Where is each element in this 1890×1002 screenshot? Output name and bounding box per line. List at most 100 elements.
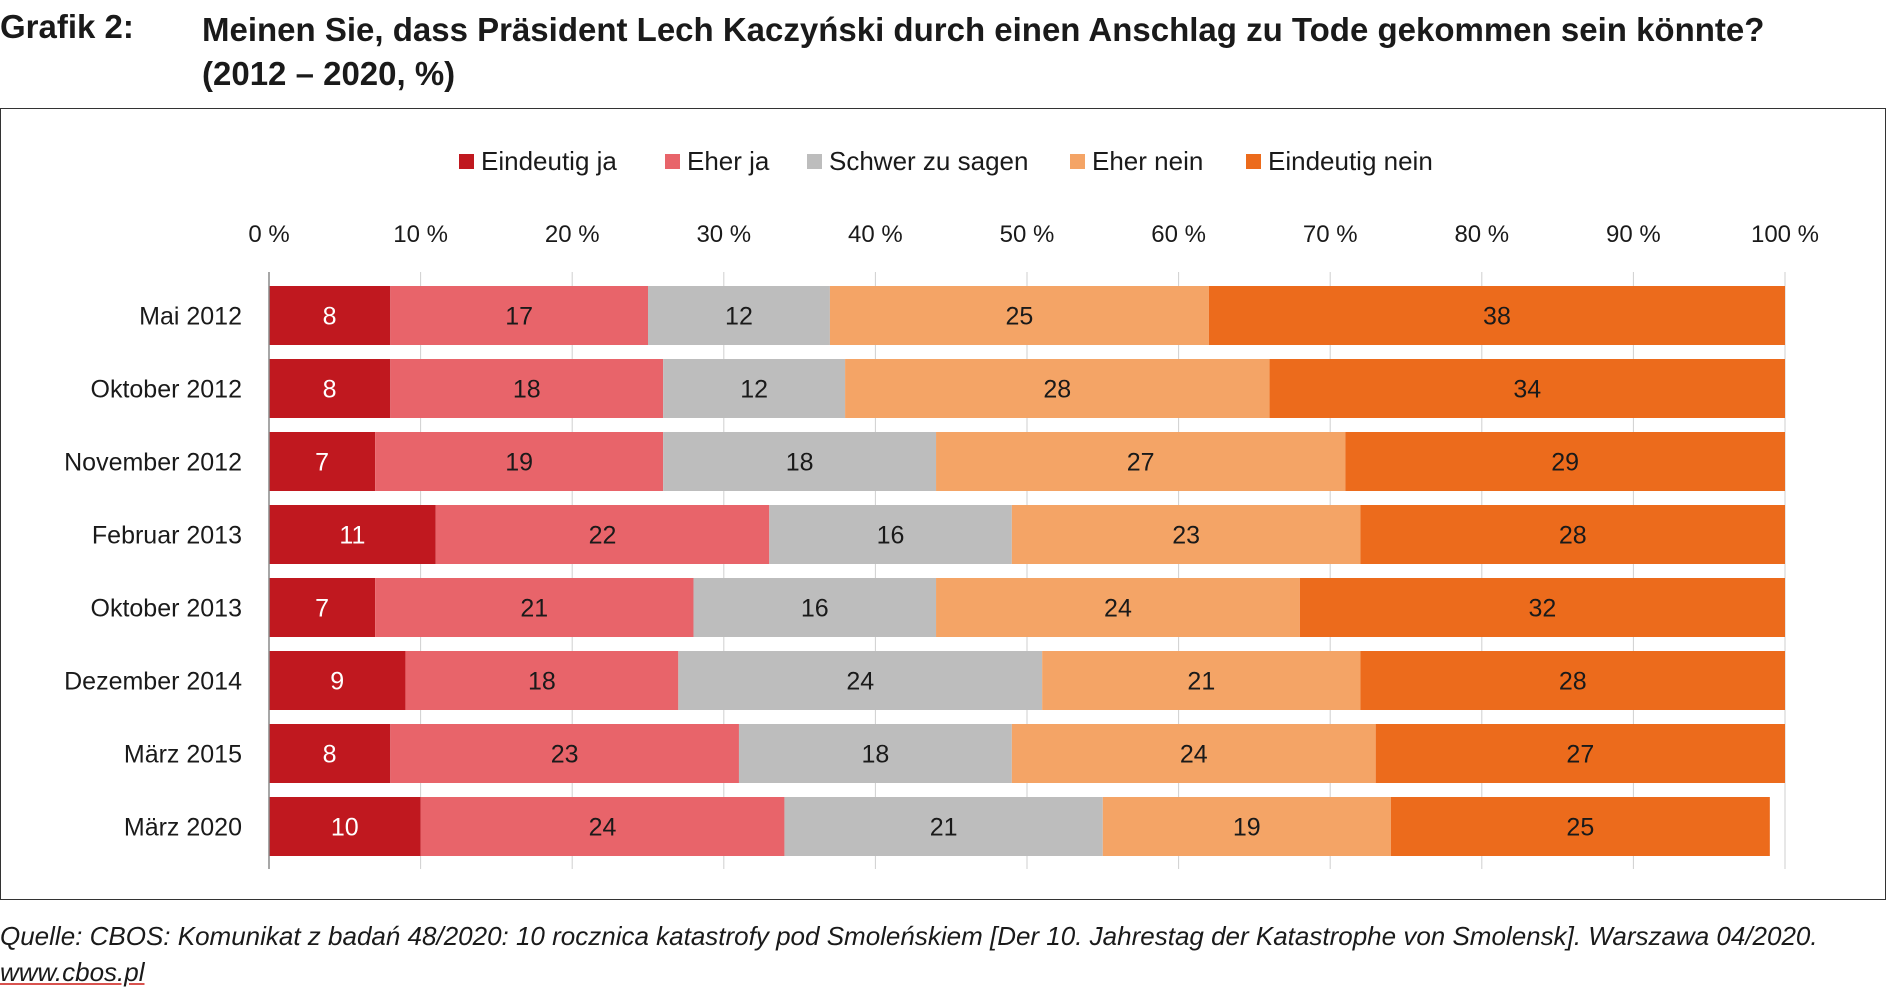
bar-segment-eindeutig-nein	[1360, 651, 1785, 710]
bar-data-label: 7	[315, 595, 329, 623]
chart-frame: Eindeutig ja Eher ja Schwer zu sagen Eher n…	[0, 108, 1886, 900]
bar-data-label: 29	[1551, 449, 1579, 477]
category-label: Oktober 2013	[91, 595, 243, 623]
x-tick-label: 90 %	[1606, 221, 1661, 248]
source-text: Quelle: CBOS: Komunikat z badań 48/2020:…	[0, 921, 1818, 951]
bar-data-label: 12	[725, 303, 753, 331]
legend-item-eher-nein: Eher nein	[1070, 146, 1203, 176]
bar-data-label: 32	[1529, 595, 1557, 623]
bar-data-label: 8	[323, 376, 337, 404]
bar-data-label: 24	[1180, 741, 1208, 769]
x-tick-label: 100 %	[1751, 221, 1819, 248]
bar-segment-eher-nein	[1042, 651, 1361, 710]
bar-data-label: 22	[589, 522, 617, 550]
bar-segment-eher-ja	[390, 359, 664, 418]
bar-segment-eindeutig-nein	[1390, 797, 1770, 856]
bar-segment-eindeutig-ja	[269, 651, 406, 710]
chart-label: Grafik 2:	[0, 8, 134, 45]
source-link[interactable]: www.cbos.pl	[0, 957, 145, 987]
bar-segment-schwer-zu-sagen	[648, 286, 830, 345]
legend-item-eindeutig-nein: Eindeutig nein	[1246, 146, 1433, 176]
bar-data-label: 7	[315, 449, 329, 477]
bar-segment-eher-ja	[390, 286, 648, 345]
legend-item-eindeutig-ja: Eindeutig ja	[459, 146, 617, 176]
bar-segment-eher-nein	[936, 432, 1346, 491]
x-tick-label: 50 %	[1000, 221, 1055, 248]
bar-segment-eher-ja	[405, 651, 679, 710]
bar-segment-schwer-zu-sagen	[738, 724, 1012, 783]
legend-label: Eindeutig nein	[1268, 146, 1433, 176]
bar-segment-eindeutig-ja	[269, 359, 391, 418]
legend-label: Schwer zu sagen	[829, 146, 1028, 176]
bar-data-label: 27	[1127, 449, 1155, 477]
category-label: Mai 2012	[139, 303, 242, 331]
bar-data-label: 9	[330, 668, 344, 696]
source-note: Quelle: CBOS: Komunikat z badań 48/2020:…	[0, 918, 1884, 990]
legend-label: Eher nein	[1092, 146, 1203, 176]
bar-segment-eher-ja	[420, 797, 785, 856]
category-axis: Mai 2012 Oktober 2012 November 2012 Februar…	[64, 272, 270, 869]
x-tick-label: 40 %	[848, 221, 903, 248]
bar-data-label: 8	[323, 741, 337, 769]
bar-data-label: 8	[323, 303, 337, 331]
bar-data-label: 28	[1559, 522, 1587, 550]
bar-data-label: 11	[339, 522, 365, 550]
bar-data-label: 24	[1104, 595, 1132, 623]
bar-segment-eindeutig-ja	[269, 578, 376, 637]
bar-data-label: 17	[505, 303, 533, 331]
bar-data-label: 27	[1566, 741, 1594, 769]
bar-segment-eindeutig-nein	[1269, 359, 1785, 418]
bar-segment-schwer-zu-sagen	[678, 651, 1043, 710]
bar-data-label: 23	[551, 741, 579, 769]
x-tick-label: 0 %	[248, 221, 289, 248]
bar-data-label: 18	[513, 376, 541, 404]
category-label: Oktober 2012	[91, 376, 243, 404]
bar-segment-eindeutig-nein	[1345, 432, 1785, 491]
bar-data-label: 10	[331, 814, 359, 842]
bar-data-label: 19	[1233, 814, 1261, 842]
bar-data-label: 23	[1172, 522, 1200, 550]
legend-label: Eher ja	[687, 146, 770, 176]
bar-segment-eindeutig-nein	[1299, 578, 1785, 637]
legend-label: Eindeutig ja	[481, 146, 617, 176]
legend-swatch	[459, 154, 474, 169]
bar-segment-schwer-zu-sagen	[784, 797, 1103, 856]
bar-data-label: 28	[1559, 668, 1587, 696]
bar-segment-eindeutig-nein	[1360, 505, 1785, 564]
bar-segment-eher-ja	[375, 432, 664, 491]
x-tick-label: 70 %	[1303, 221, 1358, 248]
bar-segment-schwer-zu-sagen	[693, 578, 937, 637]
bar-data-label: 18	[528, 668, 556, 696]
bar-data-label: 21	[1187, 668, 1215, 696]
bar-segment-eindeutig-ja	[269, 432, 376, 491]
legend-swatch	[807, 154, 822, 169]
category-label: Februar 2013	[92, 522, 242, 550]
bar-data-label: 25	[1006, 303, 1034, 331]
bar-segment-schwer-zu-sagen	[663, 359, 846, 418]
bar-data-label: 24	[589, 814, 617, 842]
bar-segment-eher-nein	[829, 286, 1209, 345]
bar-segment-eindeutig-nein	[1208, 286, 1785, 345]
chart-title-line-2: (2012 – 2020, %)	[202, 55, 456, 92]
category-label: März 2015	[124, 741, 242, 769]
bar-segment-eindeutig-nein	[1375, 724, 1785, 783]
stacked-bar-chart: Eindeutig ja Eher ja Schwer zu sagen Eher n…	[64, 146, 1819, 869]
x-tick-label: 80 %	[1454, 221, 1509, 248]
bar-data-label: 28	[1043, 376, 1071, 404]
category-label: Dezember 2014	[64, 668, 242, 696]
legend: Eindeutig ja Eher ja Schwer zu sagen Eher n…	[459, 146, 1433, 176]
bar-segment-eher-nein	[1011, 724, 1376, 783]
bar-data-label: 12	[740, 376, 768, 404]
legend-swatch	[1246, 154, 1261, 169]
bar-data-label: 16	[877, 522, 905, 550]
bar-data-label: 34	[1513, 376, 1541, 404]
bar-segment-schwer-zu-sagen	[769, 505, 1012, 564]
legend-swatch	[1070, 154, 1085, 169]
bar-data-label: 18	[786, 449, 814, 477]
bar-data-label: 16	[801, 595, 829, 623]
bar-segment-eher-ja	[390, 724, 739, 783]
bar-data-label: 38	[1483, 303, 1511, 331]
bar-segment-eindeutig-ja	[269, 797, 421, 856]
chart-title-line-1: Meinen Sie, dass Präsident Lech Kaczyńsk…	[202, 11, 1765, 48]
bar-segment-schwer-zu-sagen	[663, 432, 937, 491]
